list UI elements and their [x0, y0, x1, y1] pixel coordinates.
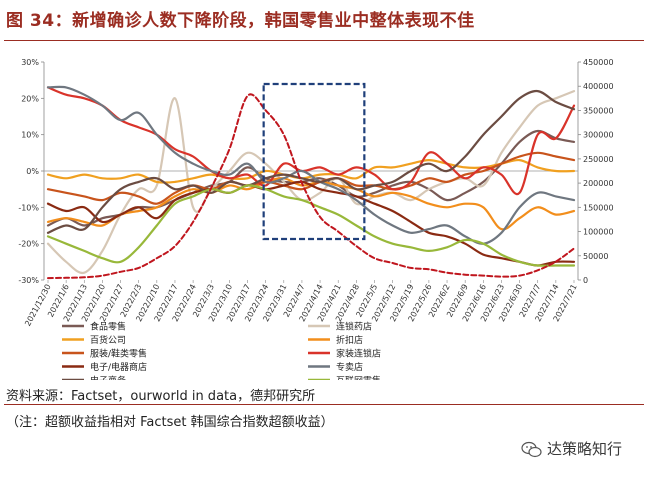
legend-label: 专卖店 [336, 361, 363, 373]
left-tick-label: -20% [18, 240, 39, 249]
series-line-11 [47, 93, 575, 280]
series-layer [46, 82, 576, 280]
legend-label: 服装/鞋类零售 [90, 348, 147, 360]
series-line-6 [46, 86, 576, 196]
right-tick-label: 350000 [583, 106, 614, 115]
right-tick-label: 50000 [583, 252, 608, 261]
chart: 30% 20% 10% 0% -10% -20% -30% 450000 400000 35000… [18, 58, 614, 381]
right-tick-label: 150000 [583, 203, 614, 212]
right-tick-label: 100000 [583, 228, 614, 237]
footer-divider [4, 404, 644, 405]
series-line-5 [46, 151, 576, 205]
left-tick-label: -10% [18, 203, 39, 212]
left-tick-label: 30% [21, 58, 39, 67]
legend-label: 百货公司 [90, 334, 126, 346]
axes-layer: 30% 20% 10% 0% -10% -20% -30% 450000 400000 35000… [18, 58, 613, 328]
watermark: 达策略知行 [521, 438, 622, 459]
legend-label: 电子/电器商店 [90, 361, 147, 373]
right-tick-label: 450000 [583, 58, 614, 67]
left-tick-label: 20% [21, 94, 39, 103]
legend-label: 互联网零售 [336, 375, 381, 381]
x-tick-label: 2021/12/30 [23, 283, 53, 328]
series-line-9 [46, 89, 576, 234]
source-text: 资料来源：Factset，ourworld in data，德邦研究所 [6, 389, 316, 404]
right-tick-label: 250000 [583, 155, 614, 164]
right-tick-label: 200000 [583, 179, 614, 188]
figure-title: 图 34：新增确诊人数下降阶段，韩国零售业中整体表现不佳 [6, 11, 475, 31]
right-tick-label: 400000 [583, 82, 614, 91]
highlight-box [262, 82, 366, 241]
left-tick-label: 0% [26, 167, 39, 176]
right-tick-label: 300000 [583, 131, 614, 140]
legend-label: 折扣店 [336, 334, 363, 346]
legend-label: 食品零售 [90, 321, 126, 333]
left-tick-label: 10% [21, 131, 39, 140]
legend-label: 电子商务 [90, 375, 126, 381]
legend-label: 连锁药店 [336, 321, 372, 333]
right-tick-label: 0 [583, 276, 588, 285]
watermark-text: 达策略知行 [546, 440, 622, 458]
note-text: （注：超额收益指相对 Factset 韩国综合指数超额收益） [6, 415, 334, 430]
title-divider [4, 40, 644, 41]
legend-label: 家装连锁店 [336, 348, 381, 360]
series-line-7 [46, 180, 576, 267]
left-tick-label: -30% [18, 276, 39, 285]
wechat-icon [521, 441, 542, 457]
